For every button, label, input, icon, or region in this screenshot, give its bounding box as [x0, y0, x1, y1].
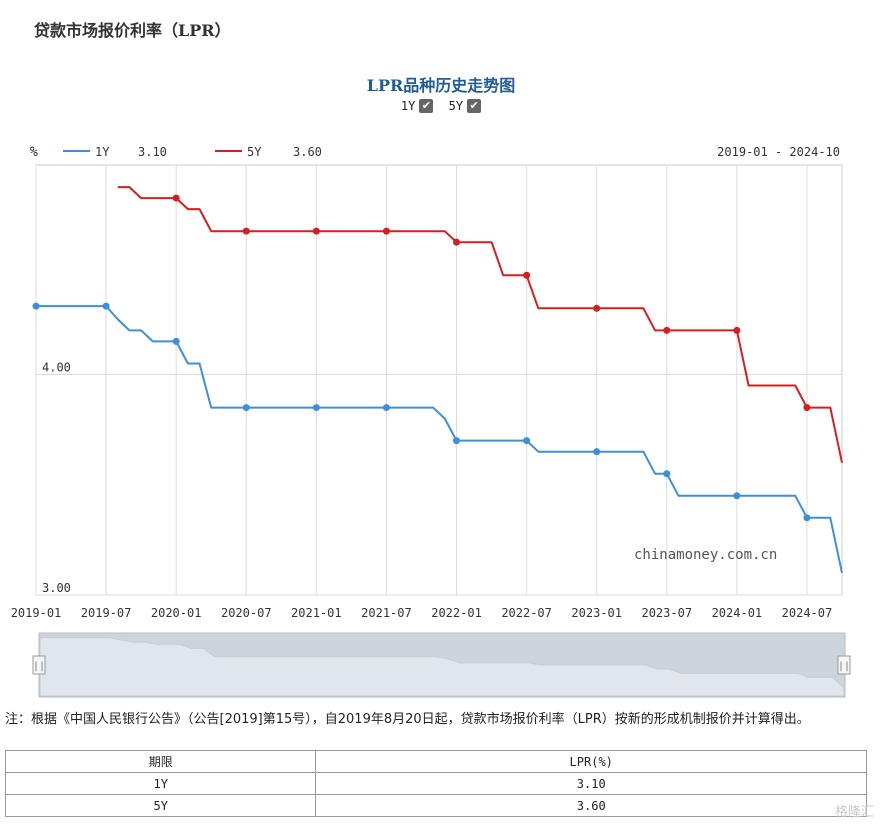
- legend-5y-label[interactable]: 5Y: [247, 145, 262, 159]
- navigator-right-handle[interactable]: [837, 655, 851, 675]
- legend-5y-value: 3.60: [293, 145, 322, 159]
- x-tick-label: 2021-01: [291, 606, 342, 620]
- y-tick-label: 3.00: [42, 581, 71, 595]
- checkbox-checked-icon[interactable]: ✔: [419, 99, 434, 113]
- page-title: 贷款市场报价利率（LPR）: [34, 21, 231, 40]
- lpr-history-chart: % 1Y 3.10 5Y 3.60 2019-01 - 2024-10 3.00…: [11, 145, 851, 698]
- x-tick-label: 2020-07: [221, 606, 272, 620]
- footnote: 注：根据《中国人民银行公告》（公告[2019]第15号），自2019年8月20日…: [5, 712, 810, 727]
- toggle-5y[interactable]: 5Y ✔: [448, 99, 482, 113]
- data-point: [172, 337, 180, 345]
- data-point: [523, 437, 531, 445]
- legend-1y-label[interactable]: 1Y: [95, 145, 110, 159]
- data-point: [523, 271, 531, 279]
- navigator-right-handle-grip: ||: [838, 661, 850, 672]
- toggle-1y[interactable]: 1Y ✔: [400, 99, 434, 113]
- table-header-lpr: LPR(%): [315, 750, 867, 773]
- x-tick-label: 2022-07: [501, 606, 552, 620]
- legend: 1Y 3.10 5Y 3.60: [63, 145, 322, 159]
- checkbox-checked-icon[interactable]: ✔: [467, 99, 482, 113]
- y-axis-ticks: 3.00 4.00: [42, 360, 71, 595]
- series-lines: [32, 186, 843, 574]
- table-cell-lpr: 3.10: [315, 772, 867, 795]
- source-text: chinamoney.com.cn: [634, 547, 777, 563]
- data-point: [312, 227, 320, 235]
- table-row: 1Y 3.10: [4, 772, 867, 795]
- x-axis-ticks: 2019-01 2019-07 2020-01 2020-07 2021-01 2021-…: [11, 606, 833, 620]
- data-point: [733, 326, 741, 334]
- navigator-left-handle[interactable]: [32, 655, 46, 675]
- table-header-term: 期限: [4, 750, 317, 773]
- data-point: [242, 227, 250, 235]
- series-line-1y: [36, 305, 843, 574]
- chart-title: LPR品种历史走势图: [366, 76, 516, 95]
- x-tick-label: 2023-07: [641, 606, 692, 620]
- table-row: 5Y 3.60: [4, 794, 867, 817]
- data-point: [32, 302, 40, 310]
- data-point: [663, 470, 671, 478]
- legend-1y-value: 3.10: [138, 145, 167, 159]
- data-point: [453, 238, 461, 246]
- series-toggles: 1Y ✔ 5Y ✔: [0, 99, 882, 113]
- navigator-left-handle-grip: ||: [33, 661, 45, 672]
- data-point: [102, 302, 110, 310]
- table-header-row: 期限 LPR(%): [4, 750, 867, 773]
- data-point: [382, 404, 390, 412]
- x-tick-label: 2019-07: [81, 606, 132, 620]
- x-tick-label: 2023-01: [571, 606, 622, 620]
- lpr-table: 期限 LPR(%) 1Y 3.10 5Y 3.60: [4, 750, 867, 817]
- data-point: [663, 326, 671, 334]
- data-point: [593, 448, 601, 456]
- data-point: [803, 404, 811, 412]
- x-tick-label: 2024-07: [782, 606, 833, 620]
- table-cell-term: 1Y: [4, 772, 317, 795]
- range-navigator[interactable]: || ||: [32, 632, 851, 698]
- navigator-series: [39, 637, 845, 697]
- data-point: [453, 437, 461, 445]
- series-line-5y: [117, 186, 843, 463]
- x-tick-label: 2022-01: [431, 606, 482, 620]
- x-tick-label: 2020-01: [151, 606, 202, 620]
- toggle-1y-label: 1Y: [400, 99, 416, 113]
- table-cell-term: 5Y: [4, 794, 317, 817]
- date-range-label: 2019-01 - 2024-10: [717, 145, 840, 159]
- x-tick-label: 2024-01: [712, 606, 763, 620]
- data-point: [312, 404, 320, 412]
- data-point: [242, 404, 250, 412]
- data-point: [803, 514, 811, 522]
- plot-area: [35, 164, 843, 596]
- unit-label: %: [30, 145, 38, 160]
- watermark-logo: 格隆汇: [834, 805, 874, 820]
- x-tick-label: 2019-01: [11, 606, 62, 620]
- data-point: [172, 194, 180, 202]
- grid: [35, 165, 842, 596]
- data-point: [382, 227, 390, 235]
- y-tick-label: 4.00: [42, 360, 71, 374]
- x-tick-label: 2021-07: [361, 606, 412, 620]
- data-point: [593, 304, 601, 312]
- toggle-5y-label: 5Y: [448, 99, 464, 113]
- data-point: [733, 492, 741, 500]
- table-cell-lpr: 3.60: [315, 794, 867, 817]
